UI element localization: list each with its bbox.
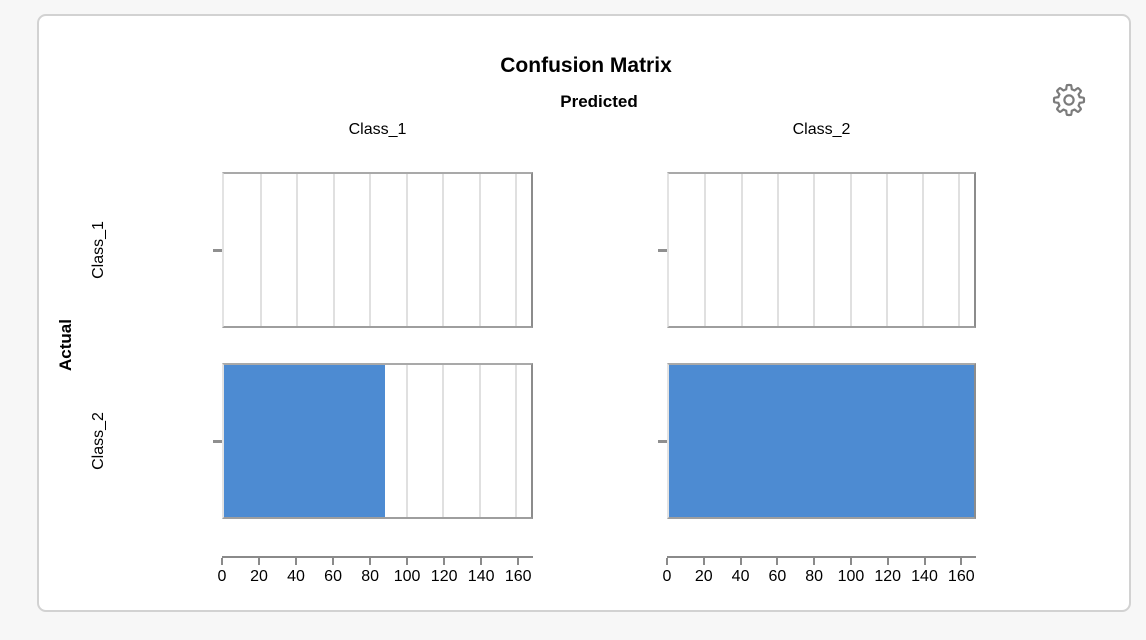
- x-axis-tick-label: 60: [324, 568, 342, 585]
- gridline: [405, 365, 408, 517]
- x-axis-tick: [776, 558, 779, 565]
- panel-actual-class-1-pred-class-2: [658, 172, 976, 328]
- x-axis-tick: [295, 558, 298, 565]
- gridline: [885, 174, 888, 326]
- x-axis-tick-label: 40: [287, 568, 305, 585]
- row-label-class-1: Class_1: [90, 221, 107, 279]
- panel-actual-class-2-pred-class-1: [213, 363, 533, 519]
- x-axis-tick-label: 140: [467, 568, 495, 585]
- chart-title: Confusion Matrix: [500, 54, 672, 77]
- x-axis-tick: [406, 558, 409, 565]
- bar-actual-Class_2-pred-Class_1[interactable]: [224, 365, 385, 517]
- x-axis-tick: [702, 558, 705, 565]
- gridline: [776, 174, 779, 326]
- x-axis-tick-label: 160: [947, 568, 975, 585]
- x-axis-tick-label: 20: [250, 568, 268, 585]
- x-axis-tick-label: 40: [731, 568, 750, 585]
- predicted-axis-label: Predicted: [560, 92, 638, 111]
- y-axis-tick: [658, 440, 667, 443]
- x-axis-tick-label: 160: [504, 568, 532, 585]
- column-header-class-2: Class_2: [792, 121, 851, 138]
- x-axis-tick-label: 100: [837, 568, 865, 585]
- x-axis-tick: [923, 558, 926, 565]
- x-axis-tick-label: 80: [805, 568, 824, 585]
- row-label-class-2: Class_2: [90, 412, 107, 470]
- x-axis-tick: [258, 558, 261, 565]
- x-axis-class-1: 0 20 40 60 80 100 120 140 160: [218, 556, 533, 590]
- gridline: [369, 174, 372, 326]
- panel-actual-class-1-pred-class-1: [213, 172, 533, 328]
- gridline: [922, 174, 925, 326]
- x-axis-tick: [443, 558, 446, 565]
- gridline: [813, 174, 816, 326]
- x-axis-tick: [960, 558, 963, 565]
- x-axis-tick-label: 60: [768, 568, 787, 585]
- gridline: [740, 174, 743, 326]
- y-axis-tick: [213, 249, 222, 252]
- bar-actual-Class_2-pred-Class_2[interactable]: [669, 365, 974, 517]
- x-axis-class-2: 0 20 40 60 80 100 120 140 160: [663, 556, 976, 590]
- x-axis-tick: [666, 558, 668, 565]
- x-axis-tick: [517, 558, 520, 565]
- x-axis-tick: [369, 558, 372, 565]
- panel-actual-class-2-pred-class-2: [658, 363, 976, 519]
- gear-icon[interactable]: [1051, 82, 1087, 118]
- gridline: [442, 174, 445, 326]
- gridline: [259, 174, 262, 326]
- y-axis-tick: [213, 440, 222, 443]
- x-axis-tick: [849, 558, 852, 565]
- gridline: [958, 174, 961, 326]
- x-axis-tick-label: 80: [361, 568, 379, 585]
- gridline: [704, 174, 707, 326]
- x-axis-tick: [813, 558, 816, 565]
- x-axis-tick: [332, 558, 335, 565]
- x-axis-tick-label: 0: [217, 568, 227, 585]
- x-axis-tick-label: 140: [911, 568, 938, 585]
- gridline: [332, 174, 335, 326]
- actual-axis-label: Actual: [56, 319, 75, 371]
- x-axis-tick: [886, 558, 889, 565]
- gridline: [515, 365, 518, 517]
- x-axis-tick-label: 0: [662, 568, 672, 585]
- x-axis-tick-label: 120: [874, 568, 902, 585]
- gridline: [849, 174, 852, 326]
- gridline: [296, 174, 299, 326]
- gridline: [405, 174, 408, 326]
- x-axis-tick-label: 120: [430, 568, 458, 585]
- y-axis-tick: [658, 249, 667, 252]
- column-header-class-1: Class_1: [348, 121, 407, 138]
- gridline: [478, 365, 481, 517]
- gridline: [478, 174, 481, 326]
- x-axis-tick: [739, 558, 742, 565]
- x-axis-tick-label: 100: [393, 568, 421, 585]
- gridline: [442, 365, 445, 517]
- x-axis-tick-label: 20: [694, 568, 713, 585]
- x-axis-tick: [480, 558, 483, 565]
- x-axis-tick: [221, 558, 223, 565]
- gridline: [515, 174, 518, 326]
